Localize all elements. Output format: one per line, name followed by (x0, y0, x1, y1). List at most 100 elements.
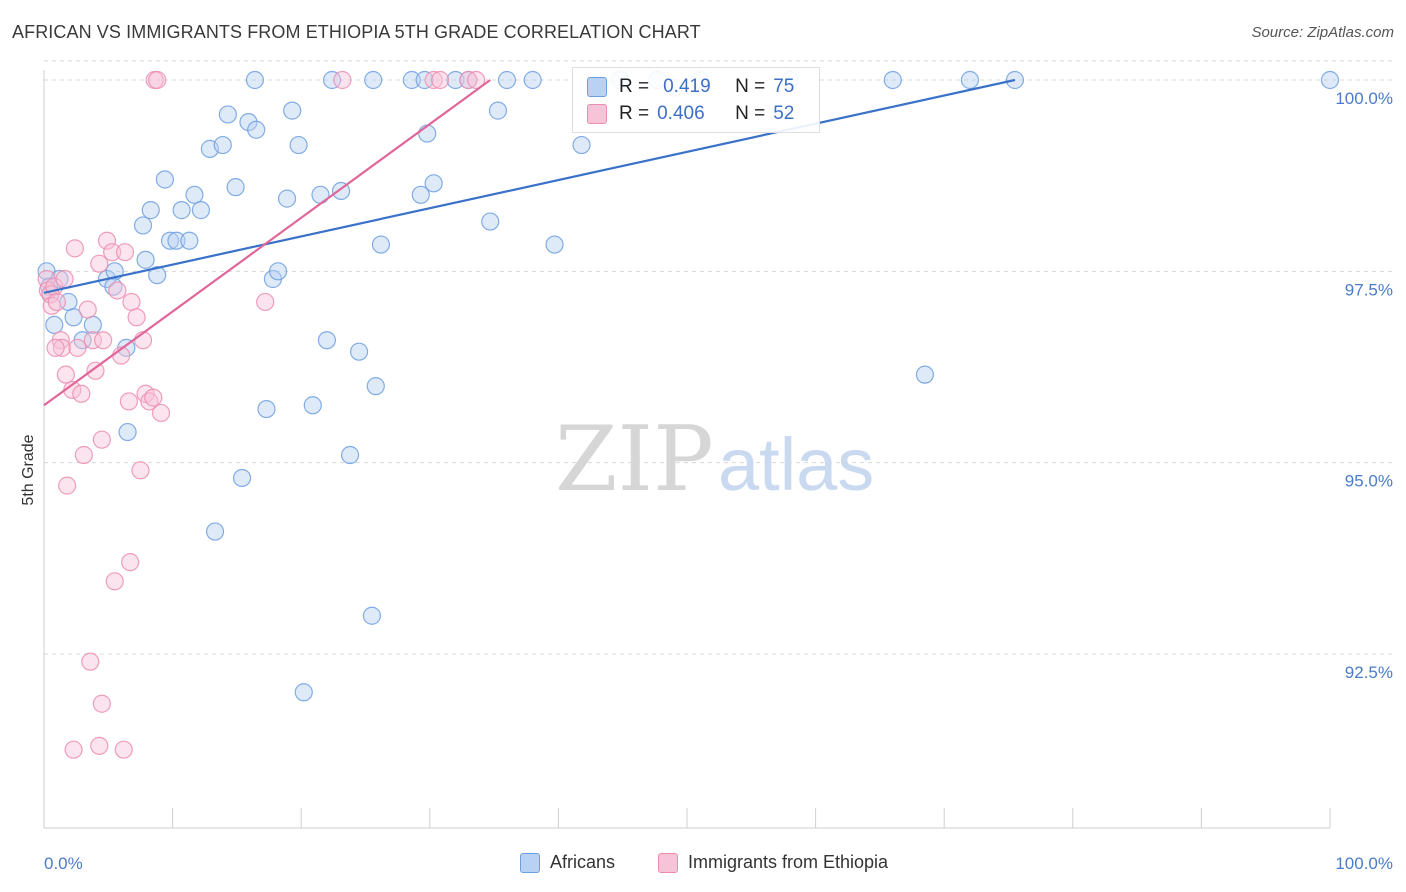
africans-point (446, 70, 465, 90)
africans-point (289, 135, 308, 155)
africans-point (883, 70, 902, 90)
ethiopia-point (115, 243, 135, 262)
ethiopia-point (68, 338, 87, 357)
ethiopia-point (46, 338, 65, 357)
stats-r-label: R = (619, 103, 650, 124)
ethiopia-point (72, 384, 91, 403)
ethiopia-point (256, 292, 275, 312)
stats-swatch-africans (587, 77, 607, 97)
africans-point (488, 101, 508, 120)
ethiopia-point (86, 361, 105, 380)
africans-point (239, 112, 258, 132)
legend-swatch-ethiopia (658, 852, 678, 873)
ethiopia-point (52, 338, 72, 357)
stats-box: R = 0.419 N = 75 R = 0.406 N = 52 (572, 67, 820, 133)
ethiopia-point (131, 461, 150, 480)
stats-row-africans: R = 0.419 N = 75 (587, 73, 794, 101)
legend-item-ethiopia[interactable]: Immigrants from Ethiopia (658, 852, 888, 873)
source-label: Source: ZipAtlas.com (1251, 24, 1394, 41)
africans-point (402, 70, 421, 90)
ethiopia-point (94, 331, 113, 350)
africans-point (364, 70, 383, 90)
chart-title: AFRICAN VS IMMIGRANTS FROM ETHIOPIA 5TH … (12, 22, 701, 42)
stats-swatch-ethiopia (587, 104, 607, 124)
africans-point (322, 70, 342, 90)
ethiopia-point (424, 70, 443, 90)
africans-point (268, 262, 288, 281)
africans-point (303, 396, 322, 415)
africans-point (172, 201, 191, 220)
africans-point (167, 231, 186, 250)
watermark-atlas: atlas (718, 423, 874, 506)
africans-trend-line (43, 78, 1016, 294)
stats-n-value: 75 (773, 76, 795, 97)
africans-point (366, 377, 385, 396)
africans-point (411, 185, 430, 204)
africans-point (245, 70, 265, 90)
ethiopia-point (74, 445, 93, 465)
ethiopia-point (78, 300, 97, 319)
trend-lines (43, 78, 1016, 407)
africans-point (497, 70, 517, 90)
africans-point (141, 201, 160, 220)
legend: Africans Immigrants from Ethiopia (0, 852, 1406, 878)
x-tick-label-min: 0.0% (44, 854, 83, 873)
stats-n-value: 52 (773, 103, 795, 124)
ethiopia-point (37, 269, 56, 289)
ethiopia-point (56, 365, 75, 384)
africans-point (180, 231, 199, 250)
africans-point (523, 70, 542, 90)
africans-point (213, 135, 232, 155)
africans-point (148, 266, 167, 285)
legend-label-africans: Africans (550, 852, 616, 872)
ethiopia-point (90, 736, 109, 755)
africans-point (83, 315, 102, 335)
y-tick-label: 100.0% (1335, 89, 1393, 108)
africans-point (481, 212, 500, 231)
ethiopia-point (58, 476, 77, 495)
watermark-zip: ZIP (555, 407, 714, 512)
ethiopia-point (64, 740, 83, 759)
ethiopia-point (90, 254, 109, 273)
ethiopia-point (83, 331, 102, 350)
ethiopia-point (81, 652, 100, 671)
legend-item-africans[interactable]: Africans (520, 852, 615, 873)
africans-point (362, 606, 382, 625)
africans-point (247, 120, 266, 139)
ethiopia-point (122, 292, 141, 312)
africans-point (205, 522, 225, 541)
africans-point (317, 331, 337, 350)
stats-n-label: N = (735, 76, 766, 97)
africans-point (418, 124, 437, 143)
legend-swatch-africans (520, 852, 540, 873)
tick-labels: 92.5% 95.0% 97.5% 100.0% 0.0% 100.0% (44, 89, 1393, 873)
ethiopia-point (119, 392, 138, 411)
watermark: ZIP atlas (555, 407, 874, 512)
africans-point (185, 185, 204, 204)
africans-point (277, 189, 297, 208)
ethiopia-point (65, 239, 84, 258)
ethiopia-point (55, 269, 74, 289)
stats-n-label: N = (735, 103, 766, 124)
africans-point (340, 445, 360, 465)
africans-point (160, 231, 180, 250)
africans-point (371, 235, 391, 254)
africans-point (1320, 70, 1340, 90)
africans-point (572, 135, 591, 155)
africans-point (45, 315, 64, 335)
africans-point (294, 683, 313, 702)
africans-point (226, 178, 245, 197)
axes (43, 70, 1331, 829)
ethiopia-point (333, 70, 352, 90)
stats-r-value: 0.419 (663, 76, 711, 97)
ethiopia-point (121, 553, 140, 572)
ethiopia-point (430, 70, 450, 90)
y-tick-label: 95.0% (1345, 472, 1393, 491)
ethiopia-point (47, 292, 66, 312)
ethiopia-point (148, 70, 167, 90)
africans-point (349, 342, 369, 361)
africans-point (424, 174, 443, 193)
ethiopia-trend-line (43, 79, 491, 407)
africans-point (191, 201, 210, 220)
